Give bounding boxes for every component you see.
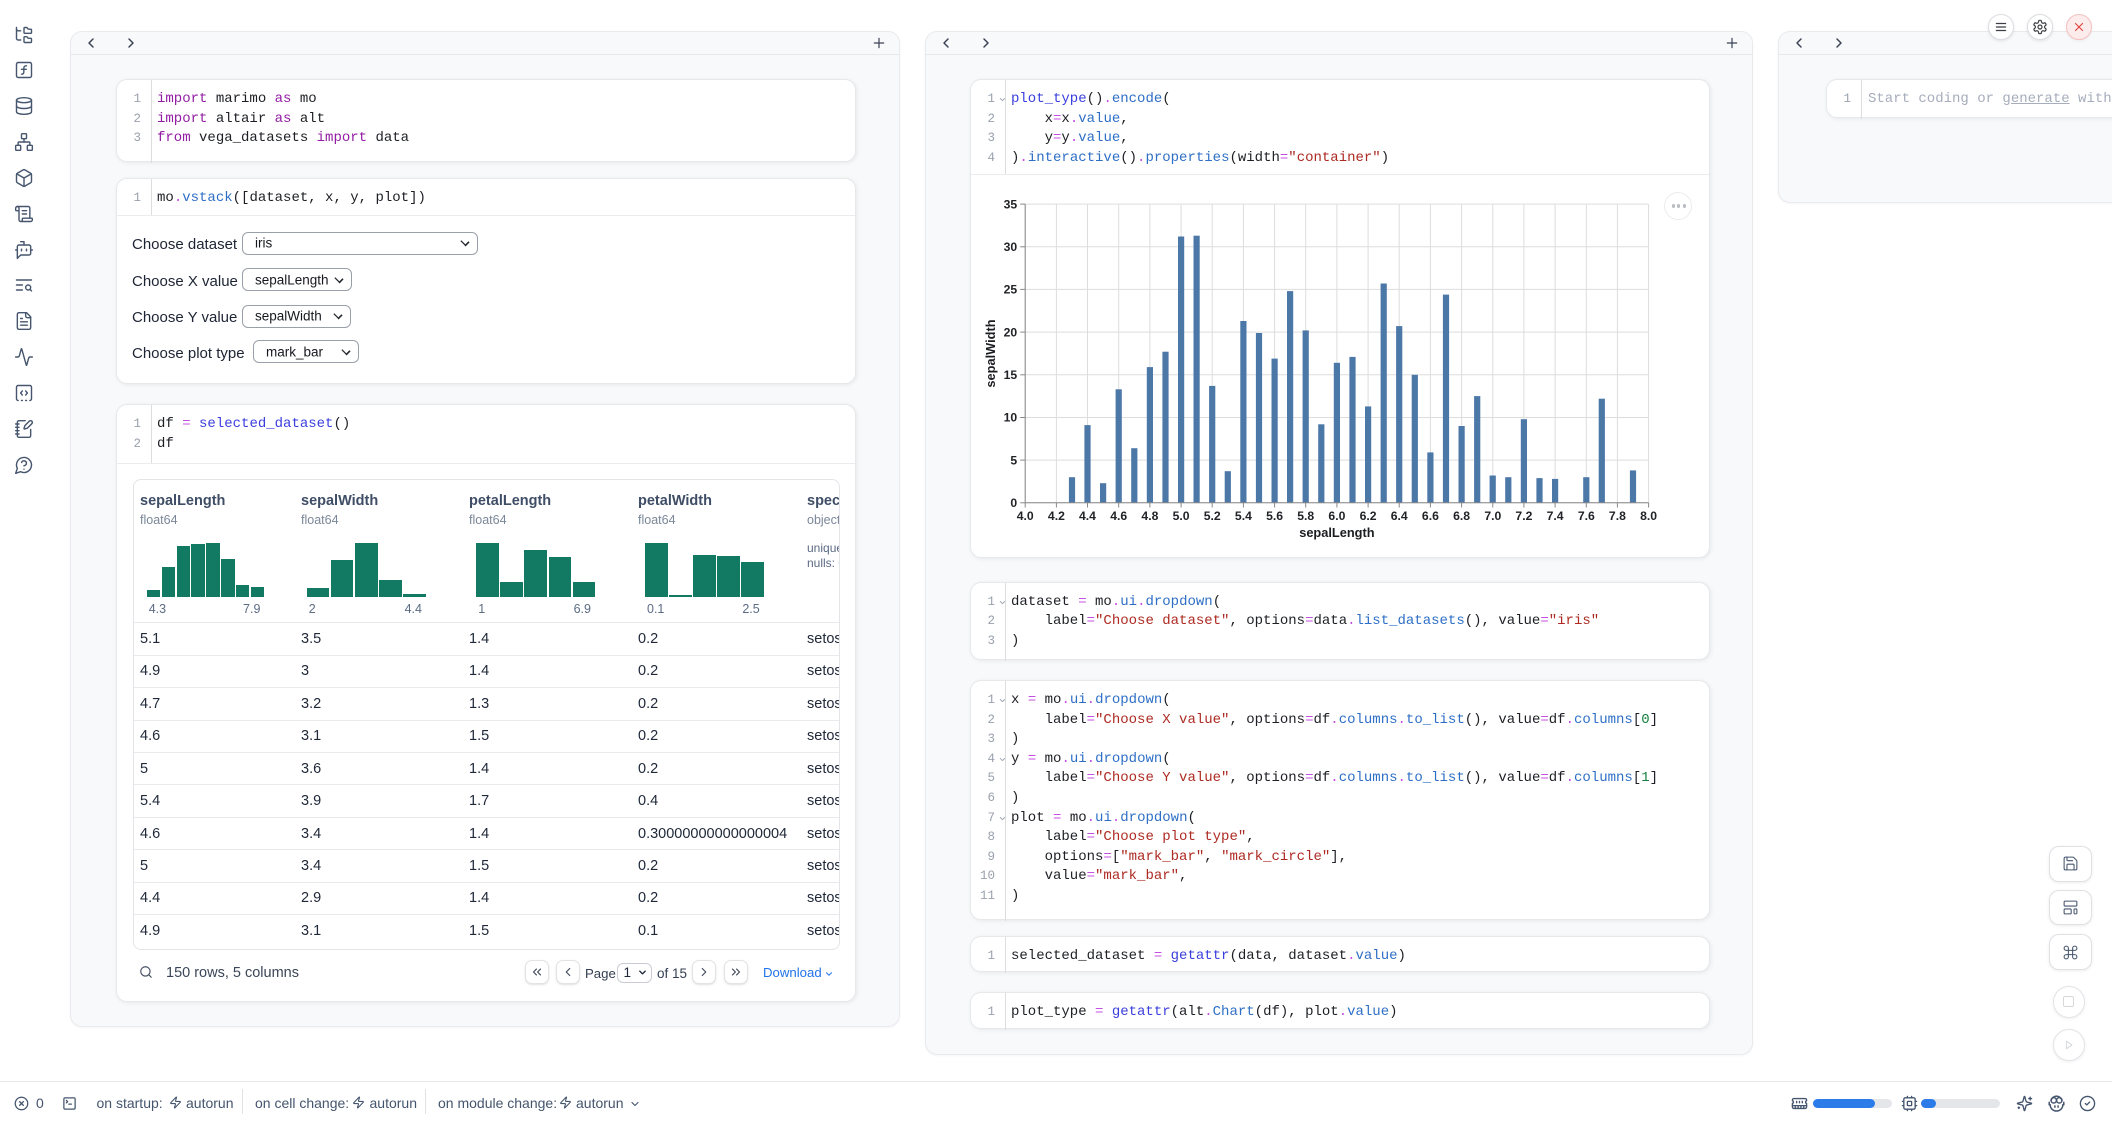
svg-text:7.6: 7.6 (1578, 509, 1595, 523)
svg-text:5: 5 (1010, 453, 1017, 467)
svg-text:4.8: 4.8 (1141, 509, 1158, 523)
svg-text:0: 0 (1010, 496, 1017, 510)
svg-text:6.0: 6.0 (1328, 509, 1345, 523)
svg-text:15: 15 (1004, 368, 1018, 382)
svg-text:6.2: 6.2 (1360, 509, 1377, 523)
svg-text:4.4: 4.4 (1079, 509, 1096, 523)
svg-text:4.0: 4.0 (1017, 509, 1034, 523)
svg-text:10: 10 (1004, 410, 1018, 424)
svg-text:6.4: 6.4 (1391, 509, 1408, 523)
svg-text:30: 30 (1004, 240, 1018, 254)
svg-text:7.2: 7.2 (1515, 509, 1532, 523)
svg-text:4.2: 4.2 (1048, 509, 1065, 523)
svg-text:sepalWidth: sepalWidth (983, 319, 998, 387)
svg-text:25: 25 (1004, 282, 1018, 296)
svg-text:5.4: 5.4 (1235, 509, 1252, 523)
svg-text:4.6: 4.6 (1110, 509, 1127, 523)
svg-text:sepalLength: sepalLength (1299, 525, 1375, 540)
svg-text:5.6: 5.6 (1266, 509, 1283, 523)
svg-text:5.8: 5.8 (1297, 509, 1314, 523)
svg-text:20: 20 (1004, 325, 1018, 339)
svg-text:5.0: 5.0 (1173, 509, 1190, 523)
svg-text:35: 35 (1004, 197, 1018, 211)
svg-text:7.4: 7.4 (1547, 509, 1564, 523)
svg-text:5.2: 5.2 (1204, 509, 1221, 523)
svg-text:8.0: 8.0 (1640, 509, 1657, 523)
svg-text:6.8: 6.8 (1453, 509, 1470, 523)
svg-text:7.8: 7.8 (1609, 509, 1626, 523)
svg-text:6.6: 6.6 (1422, 509, 1439, 523)
svg-text:7.0: 7.0 (1484, 509, 1501, 523)
